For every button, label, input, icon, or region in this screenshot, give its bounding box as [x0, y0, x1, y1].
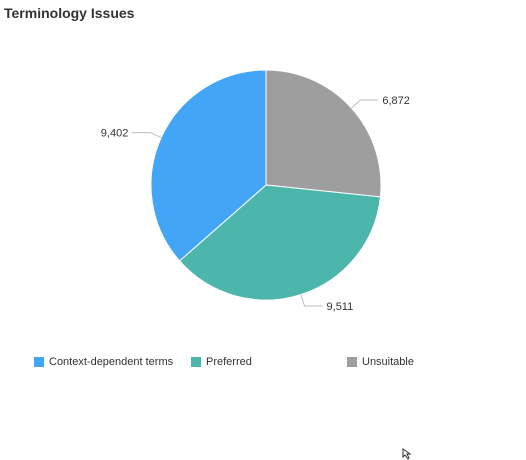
data-label: 9,402 [101, 128, 129, 140]
legend-item-preferred[interactable]: Preferred [191, 356, 252, 368]
data-label: 9,511 [327, 301, 354, 313]
legend-swatch [347, 357, 357, 367]
legend-label: Unsuitable [362, 356, 414, 368]
data-label-connector [132, 132, 162, 139]
data-label: 6,872 [382, 95, 410, 107]
mouse-cursor-icon [402, 448, 412, 460]
legend-label: Context-dependent terms [49, 356, 174, 368]
pie-slice-context-dependent-terms[interactable] [150, 69, 267, 262]
legend-swatch [191, 357, 201, 367]
chart-legend: Context-dependent terms Preferred Unsuit… [0, 356, 526, 372]
data-label-connector [300, 294, 323, 307]
legend-label: Preferred [206, 356, 252, 368]
legend-swatch [34, 357, 44, 367]
chart-title: Terminology Issues [4, 5, 135, 21]
data-label-connector [351, 99, 379, 109]
pie-slice-preferred[interactable] [178, 184, 381, 301]
legend-item-context-dependent[interactable]: Context-dependent terms [34, 356, 173, 368]
pie-slice-unsuitable[interactable] [265, 69, 382, 198]
legend-item-unsuitable[interactable]: Unsuitable [347, 356, 414, 368]
